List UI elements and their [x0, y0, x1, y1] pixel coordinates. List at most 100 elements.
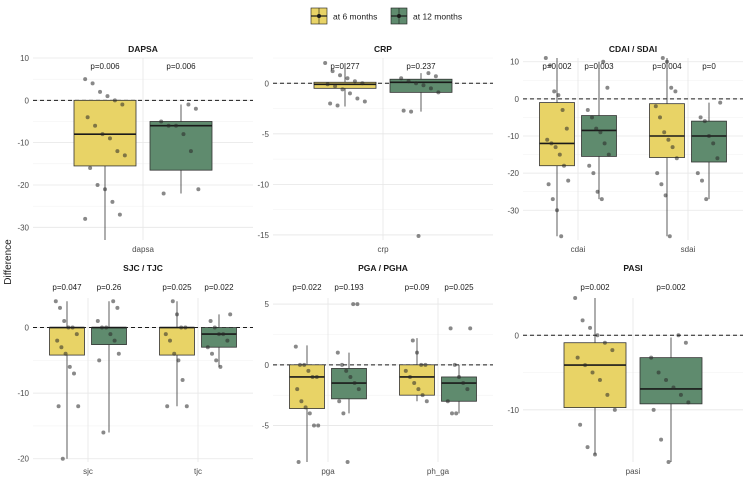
- data-point: [214, 358, 219, 363]
- box-body: [691, 120, 727, 163]
- data-point: [583, 363, 588, 368]
- data-point: [360, 81, 365, 86]
- data-point: [310, 374, 315, 379]
- data-point: [93, 123, 98, 128]
- data-point: [591, 171, 596, 176]
- data-point: [454, 411, 459, 416]
- data-point: [225, 338, 230, 343]
- box-body: [441, 376, 477, 402]
- data-point: [218, 364, 223, 369]
- data-point: [188, 149, 193, 154]
- p-value-label: p=0.002: [580, 283, 610, 292]
- data-point: [601, 59, 606, 64]
- data-point: [181, 132, 186, 137]
- box-body: [91, 327, 127, 345]
- data-point: [217, 332, 221, 337]
- data-point: [338, 73, 343, 78]
- data-point: [421, 83, 426, 88]
- data-point: [172, 351, 177, 356]
- data-point: [595, 189, 600, 194]
- data-point: [98, 89, 103, 94]
- data-point: [559, 234, 564, 239]
- data-point: [575, 355, 580, 360]
- data-point: [664, 378, 669, 382]
- data-point: [715, 156, 720, 161]
- data-point: [174, 123, 179, 128]
- data-point: [90, 81, 95, 86]
- data-point: [312, 423, 316, 428]
- data-point: [355, 302, 360, 307]
- y-tick-label: 0: [515, 331, 520, 340]
- data-point: [355, 96, 360, 101]
- gridlines: [33, 298, 253, 462]
- box-sdai-6m: [649, 56, 685, 239]
- p-value-label: p=0.004: [652, 62, 682, 71]
- data-point: [72, 371, 76, 376]
- data-point: [335, 103, 340, 108]
- panel-cdai-sdai: 10 0 -10 -20 -30 cdai sdai CDAI / SDAI p=0.002 p=…: [507, 44, 743, 254]
- p-value-label: p=0.047: [52, 283, 82, 292]
- box-sdai-12m: [691, 100, 727, 202]
- data-point: [107, 136, 112, 141]
- data-point: [605, 392, 610, 397]
- data-point: [415, 350, 419, 355]
- data-point: [423, 362, 428, 367]
- data-point: [111, 299, 116, 304]
- p-value-label: p=0.09: [405, 283, 430, 292]
- data-point: [704, 197, 709, 202]
- data-point: [452, 362, 457, 367]
- box-ph_ga-6m: [399, 338, 435, 404]
- data-point: [465, 387, 470, 392]
- data-point: [553, 145, 558, 150]
- data-point: [659, 182, 664, 187]
- data-point: [62, 318, 67, 323]
- data-point: [590, 115, 594, 120]
- data-point: [328, 101, 333, 106]
- panel-pga-pgha: 5 0 -5 pga ph_ga PGA / PGHA p=0.022 p=0.193 p=0.…: [262, 263, 493, 476]
- data-point: [307, 411, 312, 416]
- data-point: [352, 79, 357, 84]
- data-point: [299, 399, 304, 404]
- y-tick-label: -10: [507, 132, 519, 141]
- data-point: [666, 460, 671, 464]
- data-point: [105, 94, 110, 99]
- data-point: [212, 325, 217, 330]
- data-point: [678, 392, 683, 397]
- p-value-label: p=0.002: [656, 283, 686, 292]
- data-point: [59, 345, 64, 350]
- data-point: [67, 364, 72, 369]
- data-point: [104, 325, 109, 330]
- y-tick-label: 10: [510, 58, 519, 67]
- data-point: [602, 340, 607, 345]
- data-point: [221, 332, 226, 337]
- data-point: [698, 115, 703, 120]
- box-body: [313, 81, 377, 89]
- data-point: [673, 89, 678, 94]
- panel-title: CDAI / SDAI: [609, 44, 657, 54]
- panel-title: DAPSA: [128, 44, 158, 54]
- y-tick-label: -5: [262, 130, 270, 139]
- box-dapsa-6m: [73, 77, 137, 240]
- data-point: [560, 108, 565, 112]
- data-point: [590, 370, 595, 375]
- x-tick-label: sjc: [83, 467, 93, 476]
- data-point: [598, 130, 603, 135]
- data-point: [549, 141, 554, 146]
- data-point: [406, 79, 411, 84]
- panel-sjc-tjc: 0 -10 -20 sjc tjc SJC / TJC p=0.047 p=0.26 p=0.0…: [17, 263, 253, 476]
- data-point: [295, 387, 300, 392]
- box-sjc-12m: [91, 299, 127, 435]
- data-point: [599, 197, 604, 202]
- box-body: [389, 78, 453, 93]
- data-point: [76, 404, 81, 409]
- data-point: [100, 132, 105, 137]
- data-point: [330, 69, 335, 74]
- data-point: [100, 325, 104, 330]
- data-point: [196, 187, 201, 192]
- y-tick-label: 10: [20, 54, 29, 63]
- p-value-label: p=0.022: [292, 283, 322, 292]
- data-point: [55, 338, 60, 343]
- data-point: [653, 104, 658, 109]
- box-body: [149, 121, 213, 171]
- data-point: [296, 460, 301, 464]
